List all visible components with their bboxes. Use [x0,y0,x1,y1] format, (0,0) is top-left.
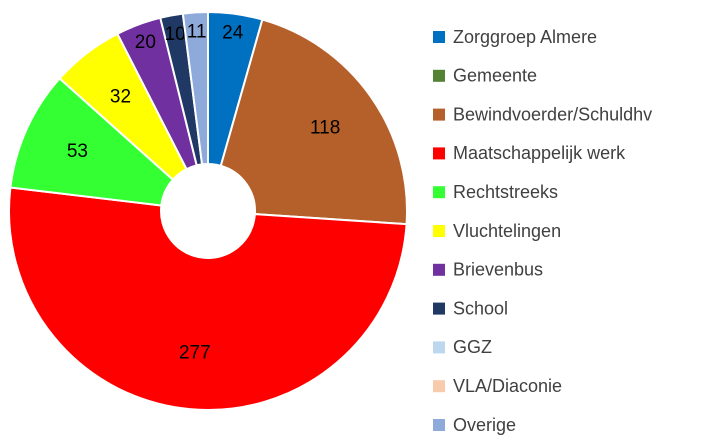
legend-label: Bewindvoerder/Schuldhv [453,104,652,124]
data-label: 20 [135,32,156,53]
legend-label: VLA/Diaconie [453,376,562,396]
legend-swatch [433,263,445,276]
data-label: 10 [165,24,186,45]
data-label: 11 [187,21,207,42]
legend-label: Overige [453,415,516,435]
legend-swatch [433,69,445,82]
data-label: 118 [310,117,340,138]
legend-swatch [433,380,445,393]
slice [219,18,408,226]
data-label: 53 [67,141,88,162]
data-label: 32 [110,87,131,108]
legend-swatch [433,341,445,354]
data-label: 24 [222,23,244,44]
legend-label: Rechtstreeks [453,182,558,202]
legend-label: Brievenbus [453,260,543,280]
data-label: 277 [179,343,211,364]
legend-label: Vluchtelingen [453,221,561,241]
legend-swatch [433,186,445,199]
legend-label: GGZ [453,337,492,357]
legend-swatch [433,419,445,431]
legend-swatch [433,225,445,237]
legend-label: School [453,298,508,318]
legend-swatch [433,108,445,121]
legend-label: Zorggroep Almere [453,27,597,47]
slice [181,10,209,166]
slice [9,77,175,207]
legend-swatch [433,147,445,160]
legend-label: Maatschappelijk werk [453,143,626,163]
legend-swatch [433,31,445,43]
legend-swatch [433,302,445,315]
slice [8,186,408,411]
legend-label: Gemeente [453,66,537,86]
